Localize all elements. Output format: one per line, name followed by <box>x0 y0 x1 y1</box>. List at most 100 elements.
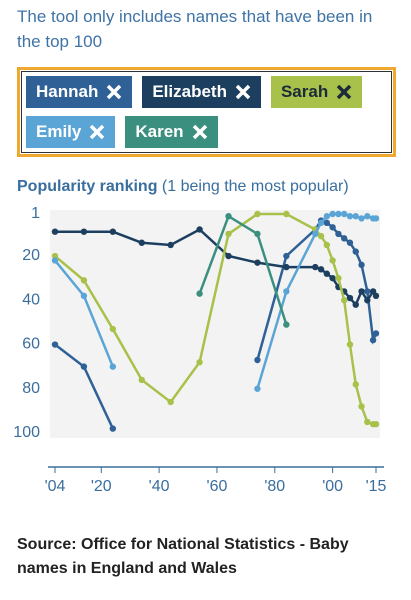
data-point <box>51 341 59 348</box>
data-point <box>312 263 319 271</box>
data-point <box>352 248 359 255</box>
data-point <box>254 259 261 266</box>
data-point <box>323 270 331 277</box>
data-point <box>80 292 88 300</box>
remove-icon[interactable] <box>106 84 122 100</box>
tag-label: Hannah <box>36 82 99 101</box>
plot-background <box>50 210 380 438</box>
data-point <box>109 228 117 235</box>
remove-icon[interactable] <box>336 84 352 100</box>
data-point <box>196 226 203 233</box>
data-point <box>340 235 348 242</box>
data-point <box>51 257 59 264</box>
data-point <box>283 263 290 271</box>
subtitle: (1 being the most popular) <box>162 178 349 195</box>
data-point <box>225 213 232 220</box>
x-tick-label: '60 <box>207 478 228 495</box>
chart-title: Popularity ranking (1 being the most pop… <box>17 178 349 195</box>
source: Source: Office for National Statistics -… <box>17 536 349 577</box>
y-tick-label: 1 <box>31 205 40 222</box>
name-tag[interactable]: Karen <box>125 116 218 148</box>
data-point <box>109 325 117 333</box>
data-point <box>346 294 354 302</box>
cross <box>107 84 122 100</box>
cross <box>336 84 352 100</box>
data-point <box>317 232 325 240</box>
cross <box>90 124 105 140</box>
data-point <box>51 252 59 260</box>
data-point <box>225 230 232 238</box>
y-tick-label: 40 <box>22 291 40 308</box>
name-tag[interactable]: Elizabeth <box>142 76 261 108</box>
data-point <box>352 381 359 388</box>
title: Popularity ranking <box>17 178 157 195</box>
data-point <box>109 363 117 370</box>
data-point <box>335 230 342 238</box>
x-tick-label: '15 <box>366 478 387 495</box>
data-point <box>109 425 117 432</box>
data-point <box>372 215 380 222</box>
data-point <box>167 241 174 249</box>
data-point <box>346 213 354 220</box>
y-tick-label: 60 <box>22 336 40 353</box>
data-point <box>138 239 145 246</box>
data-point <box>340 210 348 218</box>
data-point <box>80 363 88 370</box>
data-point <box>254 230 261 238</box>
remove-icon[interactable] <box>192 124 208 140</box>
series-line <box>198 214 288 325</box>
y-tick-label: 100 <box>13 424 40 441</box>
chart: Popularity ranking (1 being the most pop… <box>13 178 387 495</box>
data-point <box>329 224 336 231</box>
data-point <box>364 288 371 295</box>
data-point <box>80 228 88 235</box>
data-point <box>352 213 359 220</box>
x-tick-label: '04 <box>45 478 66 495</box>
data-point <box>323 213 331 220</box>
data-point <box>196 359 203 366</box>
tag-label: Sarah <box>280 82 329 101</box>
data-point <box>340 297 348 304</box>
data-point <box>335 210 342 218</box>
data-point <box>358 261 365 269</box>
data-point <box>254 210 261 218</box>
data-point <box>329 257 336 264</box>
data-point <box>323 219 331 227</box>
data-point <box>352 301 359 308</box>
name-tag[interactable]: Emily <box>26 116 116 148</box>
cross <box>235 84 251 100</box>
name-selector: Hannah Elizabeth Sarah Emily Karen <box>17 67 396 157</box>
data-point <box>358 215 365 222</box>
data-point <box>317 219 325 227</box>
data-point <box>138 376 145 384</box>
data-point <box>283 321 290 328</box>
data-point <box>369 336 377 344</box>
remove-icon[interactable] <box>235 84 251 100</box>
name-tag[interactable]: Sarah <box>270 76 363 108</box>
data-point <box>167 398 174 406</box>
data-point <box>364 297 371 304</box>
name-tag[interactable]: Hannah <box>26 76 133 108</box>
data-point <box>225 252 232 260</box>
data-point <box>364 418 371 426</box>
remove-icon[interactable] <box>89 124 105 140</box>
data-point <box>329 210 336 218</box>
data-point <box>51 228 59 235</box>
y-tick-label: 20 <box>22 247 40 264</box>
x-tick-label: '20 <box>91 478 112 495</box>
data-point <box>196 290 203 297</box>
cross <box>192 124 207 140</box>
tag-label: Karen <box>135 122 184 141</box>
data-point <box>283 210 290 218</box>
x-tick-label: '80 <box>264 478 285 495</box>
data-point <box>283 288 290 295</box>
data-point <box>335 274 342 282</box>
y-tick-label: 80 <box>22 380 40 397</box>
x-tick-label: '40 <box>149 478 170 495</box>
data-point <box>358 403 365 410</box>
data-point <box>372 330 380 337</box>
data-point <box>346 341 354 348</box>
data-point <box>329 274 336 282</box>
tag-label: Elizabeth <box>152 82 227 101</box>
